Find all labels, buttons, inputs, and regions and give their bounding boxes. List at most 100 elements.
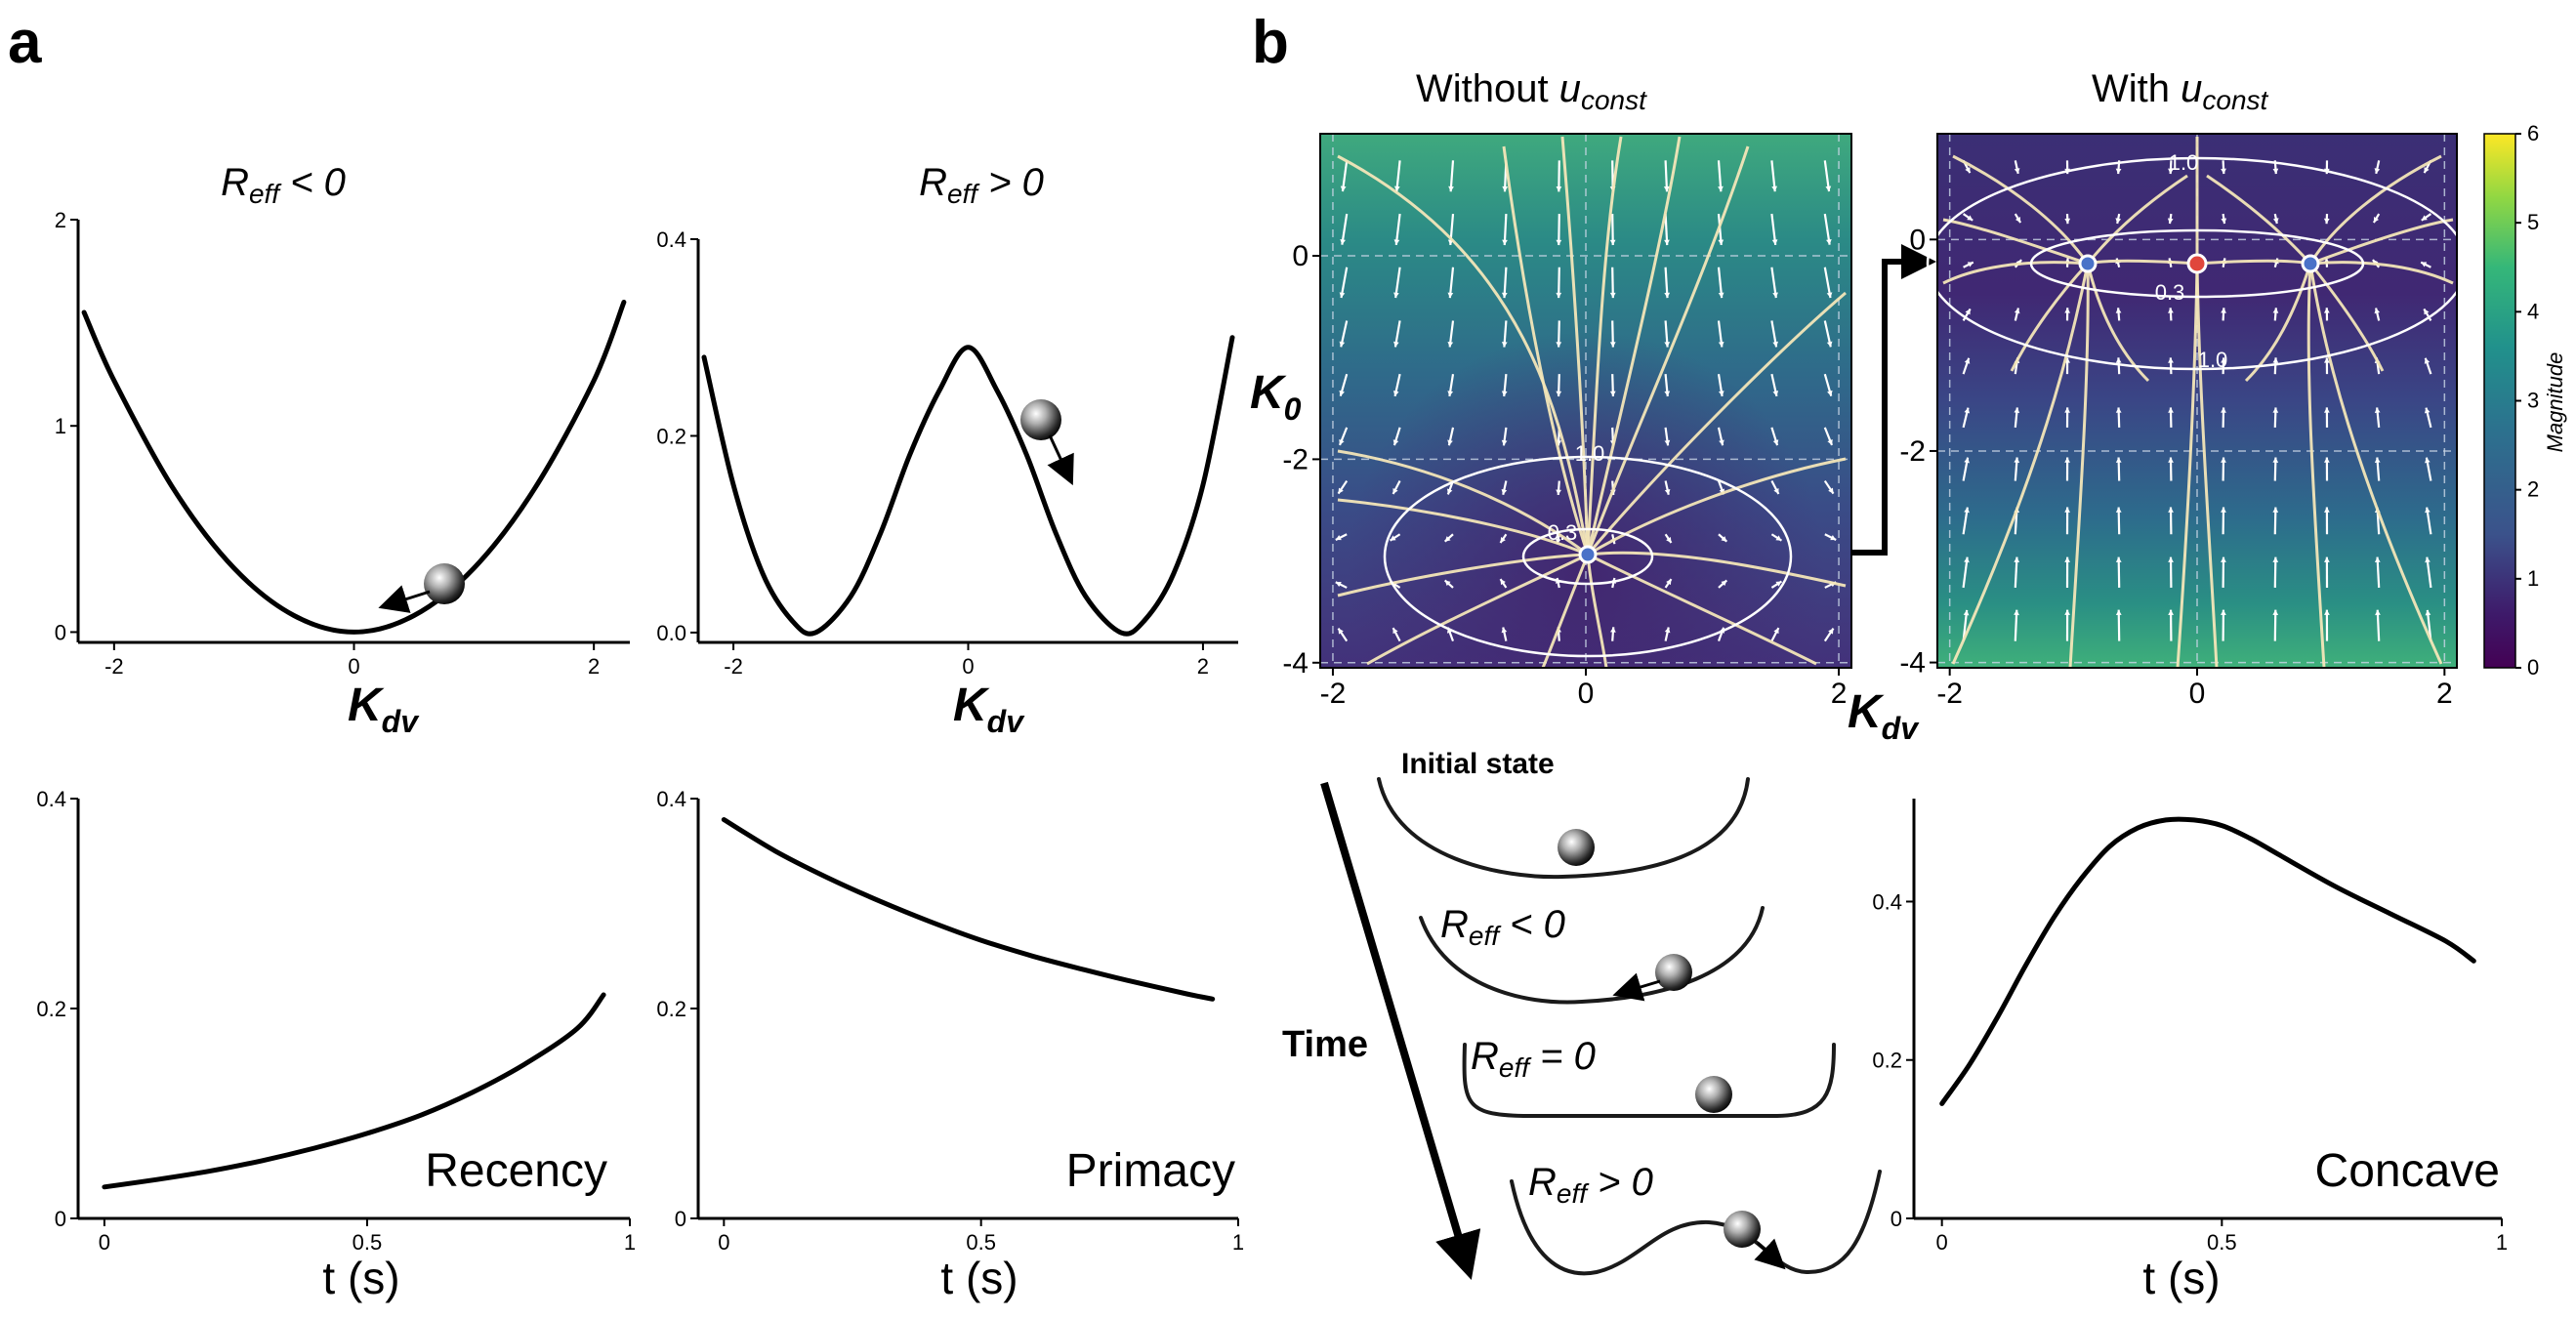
y-tick-label: 0.2 <box>36 997 66 1021</box>
ball-annotations <box>378 399 1074 613</box>
quiver-arrow <box>2168 556 2174 588</box>
ball-icon <box>424 563 465 604</box>
quiver-arrow <box>1337 479 1349 495</box>
quiver-arrow <box>1556 374 1562 397</box>
y-tick-label: 0.2 <box>1872 1049 1902 1073</box>
quiver-arrow <box>1447 320 1455 348</box>
quiver-arrow <box>2167 213 2174 225</box>
chart-a-bottom-right: 0 0.5 1 0 0.2 0.4 Primacy t (s) <box>656 787 1244 1303</box>
quiver-arrow <box>1338 427 1349 446</box>
chart-title: Reff > 0 <box>919 161 1044 209</box>
x-tick-label: 0 <box>1936 1230 1948 1255</box>
quiver-arrow <box>1664 320 1671 348</box>
quiver-arrow <box>1962 213 1974 222</box>
quiver-arrow <box>2272 609 2279 641</box>
quiver-arrow <box>1663 160 1670 192</box>
ball-icon <box>1558 829 1595 866</box>
stable-fixed-point <box>1578 545 1598 564</box>
x-axis-label: Kdv <box>953 680 1025 739</box>
quiver-arrow <box>2324 457 2330 481</box>
quiver-arrow <box>2272 556 2279 588</box>
quiver-arrow <box>2324 556 2330 588</box>
quiver-arrow <box>2115 308 2122 321</box>
quiver-arrow <box>1501 627 1508 641</box>
quiver-arrow <box>1823 427 1834 446</box>
quiver-arrow <box>2168 457 2174 481</box>
quiver-arrow <box>2168 357 2174 375</box>
colorbar-tick-label: 3 <box>2527 389 2539 413</box>
quiver-arrow <box>2324 609 2330 641</box>
quiver-arrow <box>1962 407 1971 429</box>
stable-fixed-point-right <box>2301 254 2320 273</box>
streamlines-right <box>1942 137 2454 669</box>
primacy-annotation: Primacy <box>1066 1145 1235 1197</box>
quiver-arrow <box>1664 578 1673 589</box>
quiver-arrow <box>1443 533 1454 543</box>
quiver-arrow <box>1962 556 1970 589</box>
quiver-arrow <box>2272 308 2279 321</box>
x-tick-label: 0 <box>718 1230 729 1255</box>
y-tick-label: 1 <box>55 414 66 438</box>
quiver-arrow <box>1823 373 1833 397</box>
x-axis-label: t (s) <box>2142 1253 2220 1303</box>
quiver-arrow <box>1717 213 1724 246</box>
quiver-arrow <box>2423 308 2432 322</box>
x-tick-label: 0.5 <box>2207 1230 2237 1255</box>
quiver-arrow <box>1556 480 1561 495</box>
quiver-arrow <box>1664 427 1671 446</box>
y-tick-label: -4 <box>1899 647 1926 680</box>
potential-schematic: Initial state Reff < 0 Reff = 0 Reff > 0… <box>1282 748 1882 1281</box>
contour-label: 0.3 <box>1548 520 1578 545</box>
quiver-arrow <box>1770 627 1780 642</box>
quiver-arrow <box>2374 308 2381 321</box>
quiver-arrow <box>1664 627 1671 641</box>
quiver-arrow <box>2372 213 2381 224</box>
quiver-arrow <box>1501 267 1508 299</box>
quiver-arrow <box>2064 457 2070 481</box>
chart-a-top-left: Reff < 0 -2 0 2 0 1 2 Kdv <box>55 161 630 739</box>
quiver-arrow <box>2221 507 2226 535</box>
quiver-arrow <box>2272 213 2279 225</box>
x-tick-label: -2 <box>724 654 743 679</box>
flat-well-curve <box>1462 1043 1836 1118</box>
quiver-arrow <box>1717 320 1724 348</box>
quiver-arrow <box>1392 427 1401 446</box>
x-tick-label: 2 <box>2436 678 2453 710</box>
quiver-arrow <box>2374 407 2381 428</box>
quiver-arrow <box>1447 427 1455 446</box>
colorbar-label: Magnitude <box>2543 352 2567 453</box>
quiver-arrow <box>1389 533 1401 542</box>
unstable-fixed-point <box>2186 253 2208 274</box>
quiver-arrow <box>1717 373 1724 397</box>
x-tick-label: 0 <box>2189 678 2206 710</box>
quiver-arrow <box>1770 160 1778 192</box>
panel-letter-b: b <box>1252 9 1289 76</box>
quiver-arrow <box>2064 609 2070 641</box>
quiver-arrow <box>1556 267 1562 299</box>
y-tick-label: 0 <box>675 1207 686 1231</box>
y-tick-label: 0 <box>1890 1207 1902 1231</box>
quiver-arrow <box>1664 374 1671 397</box>
x-axis-label: Kdv <box>348 680 420 739</box>
quiver-arrow <box>1823 479 1835 495</box>
quiver-arrow <box>2425 556 2432 589</box>
quiver-arrow <box>2221 407 2226 428</box>
quiver-arrow <box>2115 556 2122 588</box>
quiver-arrow <box>2168 308 2174 321</box>
ball-icon <box>1655 954 1692 991</box>
quiver-arrow <box>2374 556 2381 589</box>
x-tick-label: 0.5 <box>966 1230 996 1255</box>
pos-well-curve <box>1510 1170 1882 1276</box>
x-tick-label: 2 <box>1197 654 1209 679</box>
x-tick-label: 0 <box>99 1230 110 1255</box>
quiver-arrow <box>2272 357 2279 375</box>
quiver-arrow <box>1823 160 1832 192</box>
phase-portrait-left: 1.0 0.3 -2 0 2 -4 -2 0 K0 Kdv <box>1250 133 1920 746</box>
quiver-arrow <box>2168 160 2174 175</box>
quiver-arrow <box>2014 457 2020 481</box>
quiver-arrow <box>1823 213 1832 245</box>
quiver-arrow <box>2014 213 2022 224</box>
phase-title-left: Without uconst <box>1416 67 1647 115</box>
ball-arrow <box>1612 972 1661 1002</box>
quiver-arrow <box>1824 533 1837 541</box>
